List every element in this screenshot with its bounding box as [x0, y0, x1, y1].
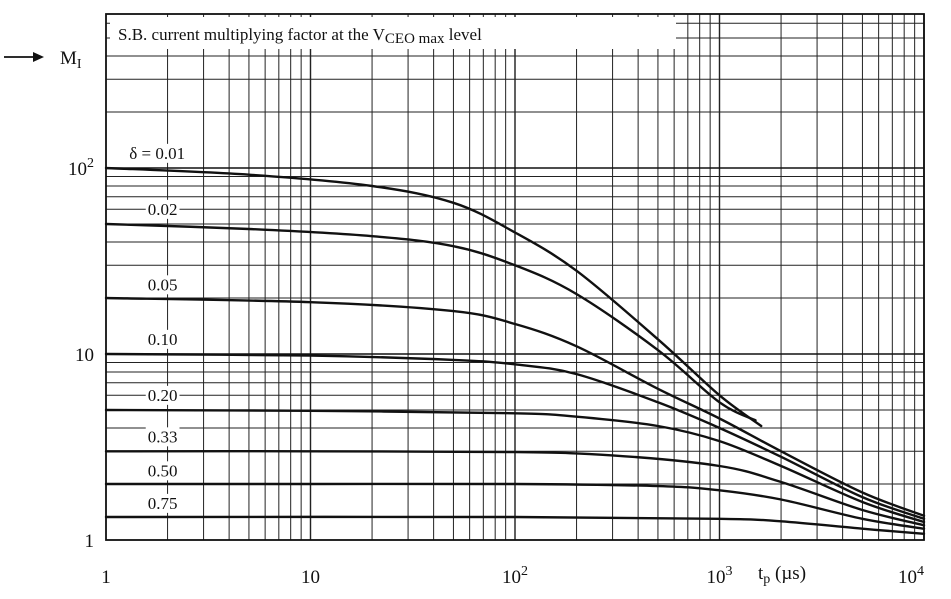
curve-label-background: [145, 275, 180, 295]
curve-line: [104, 450, 926, 527]
y-axis-label: MI: [4, 48, 82, 72]
curve-label-background: [145, 199, 180, 219]
curves: [104, 166, 926, 535]
y-axis-title: MI: [60, 48, 82, 72]
x-tick-label: 103: [707, 564, 733, 588]
x-tick-label: 104: [898, 564, 924, 588]
curve-label-background: [145, 385, 180, 405]
curve-line: [104, 296, 926, 517]
curve-label-background: [145, 461, 180, 481]
curve-label-background: [145, 427, 180, 447]
chart-title: S.B. current multiplying factor at the V…: [118, 25, 482, 47]
curve-line: [104, 408, 926, 524]
curve-label-background: [145, 493, 180, 513]
y-tick-labels: 1 10 102: [68, 156, 94, 552]
curve-label: 0.33: [148, 427, 178, 446]
y-tick-label: 1: [85, 531, 95, 552]
x-tick-label: 102: [502, 564, 528, 588]
curve-line: [104, 515, 926, 535]
x-tick-label: 10: [301, 567, 320, 588]
curve-label: 0.50: [148, 461, 178, 480]
delta-labels: δ = 0.01 0.02 0.05 0.10 0.20 0.33 0.50 0.75: [127, 143, 188, 513]
curve-label: 0.05: [148, 275, 178, 294]
curve-label-background: [127, 143, 188, 163]
curve-line: [104, 352, 926, 520]
curve-label: 0.20: [148, 386, 178, 405]
plot-frame: [105, 13, 925, 541]
curve-line: [104, 166, 763, 428]
y-tick-label: 102: [68, 156, 94, 180]
curve-label: 0.10: [148, 330, 178, 349]
y-tick-label: 10: [75, 345, 94, 366]
curve-label: δ = 0.01: [129, 144, 185, 163]
title-background: [110, 17, 676, 49]
curve-line: [104, 222, 757, 422]
x-tick-label: 1: [101, 567, 111, 588]
arrow-icon: [33, 52, 44, 62]
curve-label: 0.75: [148, 494, 178, 513]
x-tick-labels: 1 10 102 103 104: [101, 564, 924, 588]
curve-line: [104, 482, 926, 530]
curve-label-background: [145, 329, 180, 349]
x-axis-title: tp (µs): [758, 563, 806, 587]
curve-label: 0.02: [148, 200, 178, 219]
